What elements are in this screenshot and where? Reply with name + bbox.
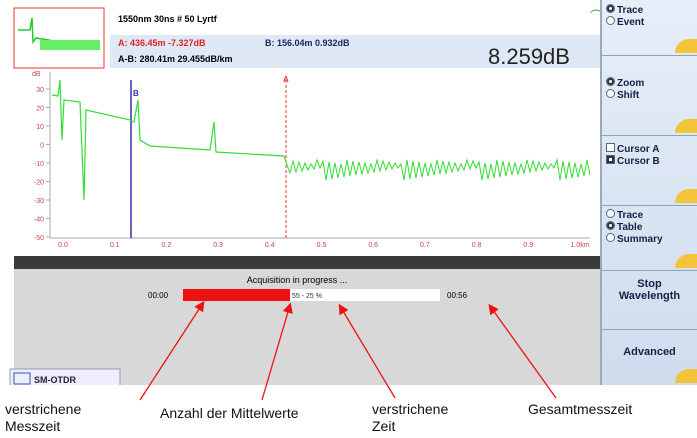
icon: ⌒ (590, 9, 600, 23)
annotation: Anzahl der Mittelwerte (160, 405, 299, 422)
progress-status: Acquisition in progress ... (247, 275, 348, 285)
option-label: Cursor A (617, 144, 660, 155)
cursor-b-text: B: 156.04m 0.932dB (265, 38, 350, 48)
x-tick-label: 1.0km (570, 242, 589, 249)
tab-label[interactable]: SM-OTDR (34, 375, 76, 385)
annotation: verstrichene Zeit (372, 401, 448, 435)
y-tick-label: -20 (34, 180, 44, 187)
plot: B A dB 30 20 10 0 -10 -20 -30 -40 -50 0.0 0.1 0.2 0.3… (32, 71, 591, 249)
total-time: 00:56 (447, 291, 468, 300)
option-label: Zoom (617, 78, 645, 89)
radio-option[interactable]: Trace (606, 209, 643, 221)
option-group: Trace Table Summary (602, 205, 697, 271)
cursor-a-text: A: 436.45m -7.327dB (118, 38, 206, 48)
annotation-line: Zeit (372, 418, 396, 434)
trace (51, 79, 288, 201)
trace-noise (286, 158, 591, 181)
advanced-button[interactable]: Advanced (602, 330, 697, 385)
cursor-b-marker: B (133, 89, 139, 98)
progress-fill (183, 289, 290, 301)
radio-option[interactable]: Trace (606, 4, 643, 16)
knob (675, 369, 697, 383)
radio-option[interactable]: Summary (606, 233, 663, 245)
tab-icon (13, 372, 31, 385)
annotation-line: Messzeit (5, 418, 61, 434)
checkbox-option[interactable]: Cursor A (606, 143, 659, 155)
y-tick-label: -30 (34, 198, 44, 205)
option-label: Summary (617, 234, 663, 245)
option-label: Table (617, 222, 643, 233)
checkbox-option[interactable]: Cursor B (606, 155, 660, 167)
averages: 55 - 25 % (292, 293, 322, 300)
delta-text: A-B: 280.41m 29.455dB/km (118, 54, 233, 64)
x-tick-label: 0.6 (368, 242, 378, 249)
option-indicator (606, 77, 615, 86)
radio-option[interactable]: Event (606, 16, 644, 28)
button-label: Stop (637, 278, 662, 290)
option-label: Event (617, 17, 645, 28)
otdr-screen: 1550nm 30ns # 50 Lyrtf A: 436.45m -7.327… (9, 7, 600, 385)
y-tick-label: -50 (34, 235, 44, 242)
annotation: Gesamtmesszeit (528, 401, 632, 418)
knob (675, 39, 697, 53)
option-indicator (606, 209, 615, 218)
option-group: Trace Event (602, 0, 697, 56)
x-tick-label: 0.5 (317, 242, 327, 249)
annotation-line: verstrichene (5, 401, 82, 417)
option-group: Cursor A Cursor B (602, 135, 697, 206)
option-indicator (606, 16, 615, 25)
separator-bar (14, 256, 600, 269)
option-indicator (606, 155, 615, 164)
thumbnail (13, 7, 105, 69)
progress-panel (14, 269, 600, 385)
annotation-line: verstrichene (372, 401, 449, 417)
x-tick-label: 0.8 (472, 242, 482, 249)
option-group: Zoom Shift (602, 55, 697, 136)
button-label: Wavelength (618, 290, 681, 302)
option-indicator (606, 89, 615, 98)
option-indicator (606, 4, 615, 13)
cursor-a-marker: A (283, 75, 289, 84)
radio-option[interactable]: Shift (606, 89, 639, 101)
side-panel: Trace Event Zoom Shift Cursor A Cursor B Trace… (600, 0, 697, 385)
option-label: Trace (617, 210, 644, 221)
knob (675, 189, 697, 203)
y-unit: dB (32, 71, 41, 78)
elapsed-time: 00:00 (148, 291, 169, 300)
radio-option[interactable]: Table (606, 221, 642, 233)
option-label: Cursor B (617, 156, 660, 167)
info-text: 1550nm 30ns # 50 Lyrtf (118, 14, 218, 24)
stop-button[interactable]: Stop Wavelength (602, 270, 697, 330)
annotation-line: Anzahl der Mittelwerte (160, 405, 299, 421)
x-tick-label: 0.1 (110, 242, 120, 249)
y-tick-label: -40 (34, 217, 44, 224)
button-label: Advanced (623, 346, 676, 358)
annotation: verstrichene Messzeit (5, 401, 81, 435)
tab-button[interactable] (9, 368, 121, 385)
info-band (110, 35, 600, 68)
x-tick-label: 0.2 (162, 242, 172, 249)
option-indicator (606, 143, 615, 152)
y-tick-label: 10 (36, 124, 44, 131)
y-tick-label: 20 (36, 106, 44, 113)
thumbnail-noise (40, 40, 100, 50)
x-tick-label: 0.9 (523, 242, 533, 249)
option-label: Shift (617, 90, 640, 101)
y-tick-label: -10 (34, 161, 44, 168)
x-tick-label: 0.3 (213, 242, 223, 249)
x-tick-label: 0.4 (265, 242, 275, 249)
x-tick-label: 0.0 (58, 242, 68, 249)
radio-option[interactable]: Zoom (606, 77, 644, 89)
annotation-line: Gesamtmesszeit (528, 401, 633, 417)
knob (675, 119, 697, 133)
knob (675, 254, 697, 268)
option-label: Trace (617, 5, 644, 16)
option-indicator (606, 233, 615, 242)
loss-value: 8.259dB (488, 44, 570, 69)
option-indicator (606, 221, 615, 230)
x-tick-label: 0.7 (420, 242, 430, 249)
y-tick-label: 30 (36, 87, 44, 94)
y-tick-label: 0 (40, 143, 44, 150)
